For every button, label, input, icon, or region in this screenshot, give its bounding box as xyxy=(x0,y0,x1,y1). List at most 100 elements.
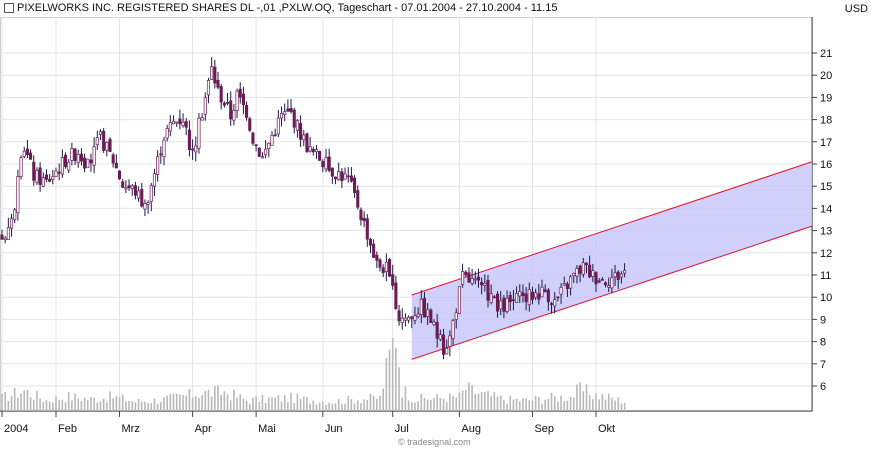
volume-bar xyxy=(245,400,248,411)
candle-body xyxy=(556,296,560,299)
volume-bar xyxy=(455,397,458,411)
volume-bar xyxy=(255,396,257,411)
candle-body xyxy=(534,292,538,298)
candle-body xyxy=(349,175,353,182)
volume-bar xyxy=(426,399,429,411)
candle-body xyxy=(492,296,496,299)
candle-body xyxy=(495,293,500,312)
volume-bar xyxy=(296,393,299,411)
candle-body xyxy=(213,66,217,84)
volume-bar xyxy=(109,391,111,411)
candle-body xyxy=(219,86,223,103)
candle-body xyxy=(3,237,7,241)
volume-bar xyxy=(248,403,251,411)
candle-body xyxy=(518,291,522,297)
y-tick-label: 7 xyxy=(820,359,826,371)
y-tick-label: 12 xyxy=(820,248,832,260)
candle-body xyxy=(270,135,274,146)
candle-body xyxy=(86,158,90,169)
candle-body xyxy=(308,146,312,152)
volume-bar xyxy=(414,402,416,411)
candle-body xyxy=(19,157,23,177)
volume-bar xyxy=(61,399,64,411)
candle-body xyxy=(387,259,392,277)
volume-bar xyxy=(261,394,264,411)
volume-bar xyxy=(572,397,575,411)
candle-body xyxy=(457,286,461,314)
volume-bar xyxy=(201,395,203,411)
volume-bar xyxy=(106,402,108,411)
volume-bar xyxy=(604,399,607,411)
volume-bar xyxy=(550,392,553,411)
candle-body xyxy=(419,298,423,315)
volume-bar xyxy=(372,396,375,411)
candle-body xyxy=(311,149,315,153)
candle-body xyxy=(384,261,388,272)
x-tick-label: Mai xyxy=(258,423,276,435)
volume-bar xyxy=(433,398,435,411)
candle-body xyxy=(438,334,442,340)
volume-bar xyxy=(207,389,210,411)
candle-body xyxy=(610,277,614,289)
candle-body xyxy=(572,272,576,277)
volume-bar xyxy=(169,393,172,411)
candle-body xyxy=(470,278,474,284)
volume-bar xyxy=(166,395,168,411)
candle-body xyxy=(410,316,414,319)
volume-bar xyxy=(379,395,381,411)
candle-body xyxy=(575,268,579,277)
volume-bar xyxy=(576,384,578,411)
candle-body xyxy=(121,181,125,188)
candle-body xyxy=(171,120,176,125)
candle-body xyxy=(327,156,331,172)
volume-bar xyxy=(172,393,175,411)
volume-bar xyxy=(449,393,451,411)
candle-body xyxy=(378,259,382,268)
volume-bar xyxy=(531,400,534,411)
volume-bar xyxy=(96,402,99,411)
candle-body xyxy=(260,156,265,159)
candle-body xyxy=(41,177,45,187)
volume-bar xyxy=(86,400,89,411)
volume-bar xyxy=(153,398,156,411)
candle-body xyxy=(407,316,411,321)
volume-bar xyxy=(115,395,118,411)
candle-body xyxy=(70,148,74,161)
currency-label: USD xyxy=(844,3,868,15)
volume-bar xyxy=(4,391,6,411)
volume-bar xyxy=(401,397,404,411)
candle-body xyxy=(486,279,490,301)
candle-body xyxy=(216,79,220,88)
candle-body xyxy=(603,282,608,286)
candle-body xyxy=(159,153,163,156)
candle-body xyxy=(140,189,144,207)
candle-body xyxy=(95,137,99,146)
volume-bar xyxy=(274,397,276,411)
candle-body xyxy=(273,134,277,137)
candle-body xyxy=(38,167,42,185)
volume-bar xyxy=(229,400,232,411)
candle-body xyxy=(473,278,477,281)
candle-body xyxy=(461,271,465,285)
candle-body xyxy=(527,289,531,306)
volume-bar xyxy=(506,403,508,411)
volume-bar xyxy=(623,402,626,411)
candle-body xyxy=(581,262,585,275)
y-tick-label: 17 xyxy=(820,137,832,149)
candle-body xyxy=(289,108,293,112)
candle-body xyxy=(299,123,303,140)
candle-body xyxy=(165,128,169,139)
volume-bar xyxy=(407,400,410,411)
candle-body xyxy=(337,171,341,181)
candle-body xyxy=(616,271,620,281)
volume-bar xyxy=(252,397,254,411)
chart-title: PIXELWORKS INC. REGISTERED SHARES DL -,0… xyxy=(4,2,557,14)
volume-bar xyxy=(544,400,546,411)
volume-bar xyxy=(341,404,343,411)
candle-body xyxy=(464,271,468,276)
candle-body xyxy=(372,243,376,258)
volume-bar xyxy=(496,396,499,411)
candle-body xyxy=(54,170,58,177)
volume-bar xyxy=(99,401,102,411)
candle-body xyxy=(276,117,280,135)
